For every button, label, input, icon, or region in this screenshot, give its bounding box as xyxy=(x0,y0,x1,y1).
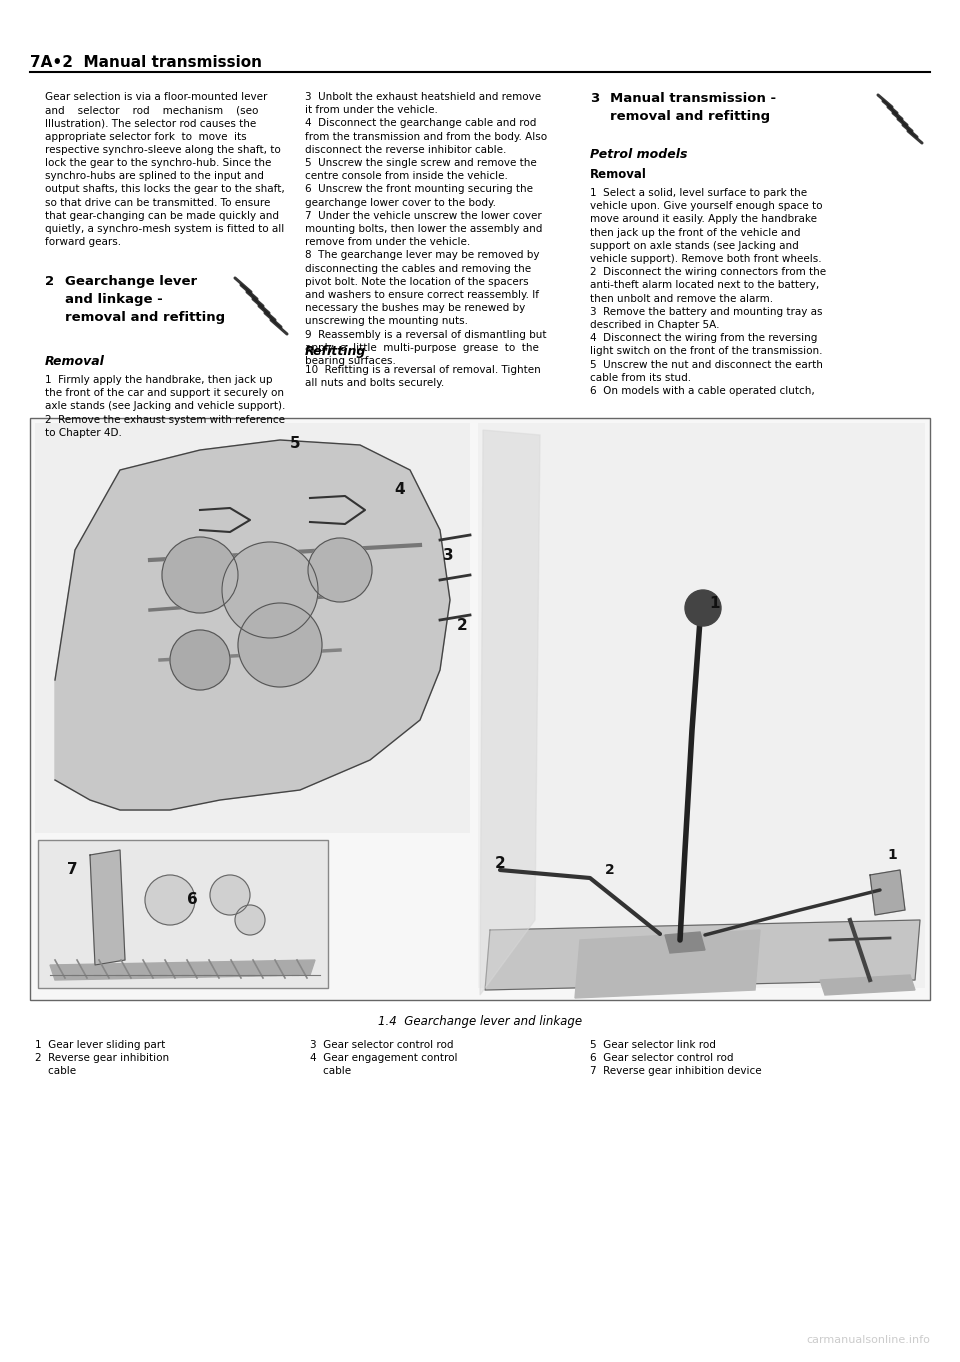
Bar xyxy=(35,424,470,834)
Circle shape xyxy=(238,603,322,686)
Circle shape xyxy=(210,874,250,915)
Polygon shape xyxy=(820,975,915,996)
Text: 1  Select a solid, level surface to park the
vehicle upon. Give yourself enough : 1 Select a solid, level surface to park … xyxy=(590,188,827,396)
Polygon shape xyxy=(90,850,125,966)
Bar xyxy=(38,840,328,987)
Text: Gearchange lever
and linkage -
removal and refitting: Gearchange lever and linkage - removal a… xyxy=(65,275,226,324)
Polygon shape xyxy=(665,932,705,953)
Text: 3: 3 xyxy=(443,548,453,563)
Text: Refitting: Refitting xyxy=(305,345,367,358)
Polygon shape xyxy=(480,430,540,996)
Text: Removal: Removal xyxy=(45,355,105,368)
Text: 7: 7 xyxy=(66,862,78,877)
Text: 1.4  Gearchange lever and linkage: 1.4 Gearchange lever and linkage xyxy=(378,1015,582,1028)
Text: 2: 2 xyxy=(494,855,505,870)
Circle shape xyxy=(308,538,372,602)
Bar xyxy=(30,418,930,1000)
Text: 3  Unbolt the exhaust heatshield and remove
it from under the vehicle.
4  Discon: 3 Unbolt the exhaust heatshield and remo… xyxy=(305,93,547,366)
Text: 1  Gear lever sliding part
2  Reverse gear inhibition
    cable: 1 Gear lever sliding part 2 Reverse gear… xyxy=(35,1041,169,1076)
Text: Manual transmission -
removal and refitting: Manual transmission - removal and refitt… xyxy=(610,93,776,123)
Text: 2: 2 xyxy=(605,864,614,877)
Text: 10  Refitting is a reversal of removal. Tighten
all nuts and bolts securely.: 10 Refitting is a reversal of removal. T… xyxy=(305,365,540,388)
Text: 1  Firmly apply the handbrake, then jack up
the front of the car and support it : 1 Firmly apply the handbrake, then jack … xyxy=(45,375,285,437)
Polygon shape xyxy=(575,930,760,998)
Text: 2: 2 xyxy=(45,275,54,287)
Circle shape xyxy=(222,542,318,637)
Text: Petrol models: Petrol models xyxy=(590,148,687,161)
Text: carmanualsonline.info: carmanualsonline.info xyxy=(806,1335,930,1346)
Text: Removal: Removal xyxy=(590,168,647,181)
Text: 5: 5 xyxy=(290,436,300,451)
Circle shape xyxy=(162,537,238,613)
Text: 4: 4 xyxy=(395,482,405,497)
Polygon shape xyxy=(50,960,315,981)
Text: 6: 6 xyxy=(186,892,198,907)
Polygon shape xyxy=(55,440,450,810)
Polygon shape xyxy=(870,870,905,915)
Bar xyxy=(478,424,925,987)
Circle shape xyxy=(685,590,721,627)
Text: 2: 2 xyxy=(457,617,468,632)
Circle shape xyxy=(145,874,195,925)
Circle shape xyxy=(235,904,265,934)
Text: 7A•2  Manual transmission: 7A•2 Manual transmission xyxy=(30,54,262,69)
Text: Gear selection is via a floor-mounted lever
and    selector    rod    mechanism : Gear selection is via a floor-mounted le… xyxy=(45,93,285,247)
Circle shape xyxy=(170,631,230,691)
Text: 3: 3 xyxy=(590,93,599,105)
Polygon shape xyxy=(485,919,920,990)
Text: 3  Gear selector control rod
4  Gear engagement control
    cable: 3 Gear selector control rod 4 Gear engag… xyxy=(310,1041,458,1076)
Text: 1: 1 xyxy=(709,595,720,610)
Text: 1: 1 xyxy=(887,849,897,862)
Text: 5  Gear selector link rod
6  Gear selector control rod
7  Reverse gear inhibitio: 5 Gear selector link rod 6 Gear selector… xyxy=(590,1041,761,1076)
